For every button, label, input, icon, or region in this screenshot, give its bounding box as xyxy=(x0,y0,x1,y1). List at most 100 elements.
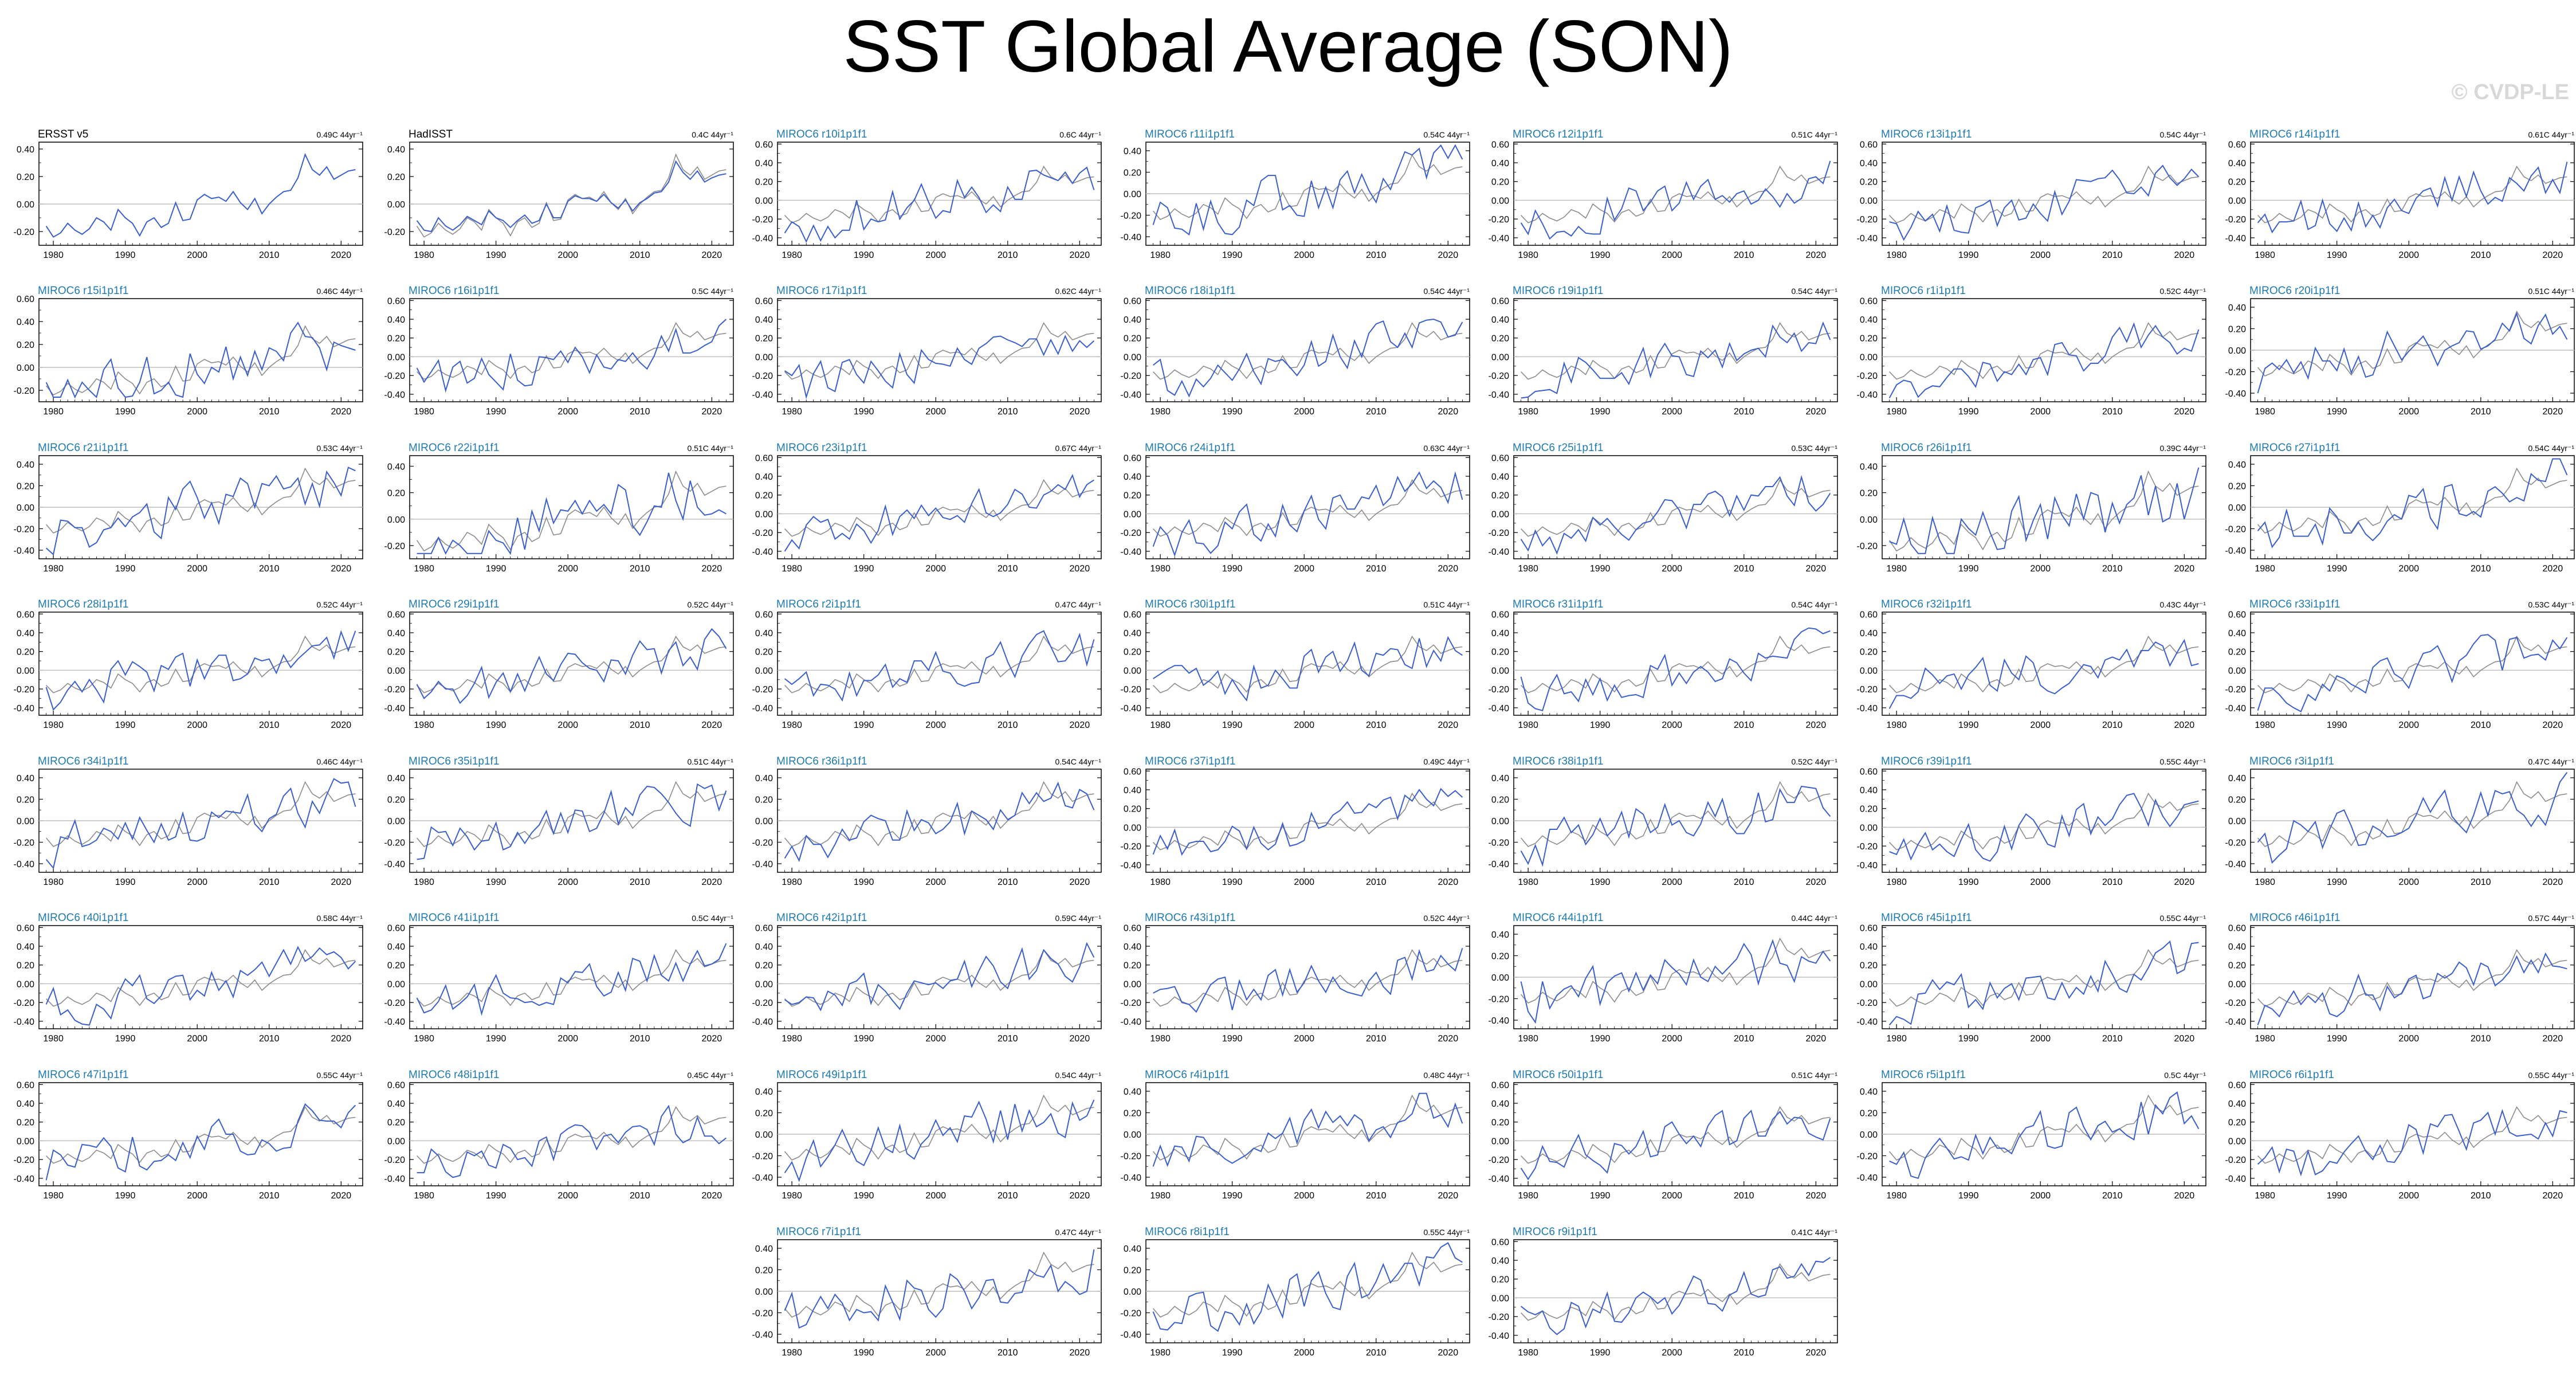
panel-trend-label: 0.51C 44yr⁻¹ xyxy=(1791,130,1837,139)
x-tick-label: 2000 xyxy=(187,1034,207,1044)
y-tick-label: -0.20 xyxy=(14,525,35,535)
y-tick-label: 0.40 xyxy=(1860,629,1878,638)
panel-miroc6-r25i1p1f1: MIROC6 r25i1p1f1 0.53C 44yr⁻¹ -0.40 -0.20 0.… xyxy=(1489,442,1838,574)
x-tick-label: 2010 xyxy=(2471,564,2491,574)
panel-miroc6-r3i1p1f1: MIROC6 r3i1p1f1 0.47C 44yr⁻¹ -0.40 -0.20 0.0… xyxy=(2225,755,2575,887)
panel-miroc6-r6i1p1f1: MIROC6 r6i1p1f1 0.55C 44yr⁻¹ -0.40 -0.20 0.0… xyxy=(2225,1069,2575,1201)
panel-title: HadISST xyxy=(409,128,453,140)
panel-trend-label: 0.47C 44yr⁻¹ xyxy=(1055,1228,1101,1237)
y-tick-label: -0.40 xyxy=(1489,234,1510,244)
y-tick-label: 0.40 xyxy=(1124,472,1141,482)
x-tick-label: 1990 xyxy=(1590,407,1611,417)
panel-miroc6-r8i1p1f1: MIROC6 r8i1p1f1 0.55C 44yr⁻¹ -0.40 -0.20 0.0… xyxy=(1121,1226,1470,1358)
x-tick-label: 2000 xyxy=(1662,407,1682,417)
x-tick-label: 1980 xyxy=(782,250,802,260)
panel-title: MIROC6 r17i1p1f1 xyxy=(776,285,867,297)
x-tick-label: 2010 xyxy=(2471,877,2491,887)
plot-frame xyxy=(1145,769,1470,873)
y-tick-label: -0.40 xyxy=(1121,861,1142,871)
plot-frame xyxy=(1513,455,1838,559)
x-tick-label: 2000 xyxy=(1294,1191,1314,1201)
plot-frame xyxy=(1882,769,2206,873)
panel-trend-label: 0.52C 44yr⁻¹ xyxy=(316,600,363,609)
plot-frame xyxy=(1513,298,1838,402)
panel-miroc6-r17i1p1f1: MIROC6 r17i1p1f1 0.62C 44yr⁻¹ -0.40 -0.20 0.… xyxy=(752,285,1102,417)
x-tick-label: 2010 xyxy=(259,1191,280,1201)
plot-frame xyxy=(1882,612,2206,716)
x-tick-label: 2010 xyxy=(2102,564,2123,574)
y-tick-label: 0.20 xyxy=(1860,648,1878,657)
plot-frame xyxy=(777,612,1102,716)
obs-series-line xyxy=(2257,949,2567,1007)
y-tick-label: -0.40 xyxy=(384,1017,406,1027)
x-tick-label: 1980 xyxy=(43,250,64,260)
y-tick-label: -0.20 xyxy=(1489,685,1510,695)
y-tick-label: 0.40 xyxy=(387,145,405,155)
panel-title: MIROC6 r26i1p1f1 xyxy=(1881,442,1972,454)
x-tick-label: 2010 xyxy=(1366,1034,1387,1044)
panel-miroc6-r42i1p1f1: MIROC6 r42i1p1f1 0.59C 44yr⁻¹ -0.40 -0.20 0.… xyxy=(752,912,1102,1044)
x-tick-label: 2010 xyxy=(1734,250,1754,260)
x-tick-label: 2010 xyxy=(630,564,650,574)
x-tick-label: 1980 xyxy=(1150,564,1171,574)
y-tick-label: 0.40 xyxy=(1124,315,1141,325)
x-tick-label: 2000 xyxy=(2030,720,2051,730)
x-tick-label: 1980 xyxy=(1518,877,1538,887)
panel-trend-label: 0.67C 44yr⁻¹ xyxy=(1055,444,1101,453)
x-tick-label: 2000 xyxy=(925,877,946,887)
y-tick-label: 0.40 xyxy=(1124,629,1141,638)
series-line xyxy=(1888,638,2199,709)
x-tick-label: 2010 xyxy=(2471,250,2491,260)
x-tick-label: 1990 xyxy=(854,407,874,417)
y-tick-label: 0.00 xyxy=(1124,823,1141,833)
y-tick-label: 0.40 xyxy=(1860,462,1878,472)
series-line xyxy=(1520,939,1831,1024)
x-tick-label: 2000 xyxy=(2398,1191,2419,1201)
plot-frame xyxy=(2250,612,2575,716)
plot-frame xyxy=(1145,925,1470,1029)
x-tick-label: 2020 xyxy=(2174,1191,2195,1201)
x-tick-label: 1980 xyxy=(1518,1348,1538,1358)
plot-frame xyxy=(1882,455,2206,559)
y-tick-label: 0.00 xyxy=(755,979,773,989)
panel-title: MIROC6 r38i1p1f1 xyxy=(1513,755,1603,767)
x-tick-label: 1980 xyxy=(1150,1191,1171,1201)
x-tick-label: 2010 xyxy=(630,720,650,730)
panel-miroc6-r45i1p1f1: MIROC6 r45i1p1f1 0.55C 44yr⁻¹ -0.40 -0.20 0.… xyxy=(1857,912,2206,1044)
x-tick-label: 2010 xyxy=(998,1348,1018,1358)
y-tick-label: -0.20 xyxy=(2225,685,2247,695)
y-tick-label: 0.60 xyxy=(387,1080,405,1090)
y-tick-label: -0.20 xyxy=(14,685,35,695)
y-tick-label: 0.40 xyxy=(387,462,405,472)
panel-miroc6-r9i1p1f1: MIROC6 r9i1p1f1 0.41C 44yr⁻¹ -0.40 -0.20 0.0… xyxy=(1489,1226,1838,1358)
y-tick-label: 0.20 xyxy=(2228,482,2246,492)
y-tick-label: -0.40 xyxy=(1857,1017,1878,1027)
x-tick-label: 2010 xyxy=(1366,877,1387,887)
y-tick-label: -0.40 xyxy=(752,234,773,244)
y-tick-label: -0.20 xyxy=(1857,842,1878,852)
y-tick-label: 0.00 xyxy=(1124,510,1141,519)
obs-series-line xyxy=(416,153,727,238)
obs-series-line xyxy=(1521,165,1831,224)
y-tick-label: -0.20 xyxy=(384,371,406,381)
x-tick-label: 1980 xyxy=(43,1191,64,1201)
y-tick-label: 0.40 xyxy=(387,629,405,638)
x-tick-label: 1990 xyxy=(486,407,506,417)
obs-series-line xyxy=(417,322,727,380)
panel-trend-label: 0.51C 44yr⁻¹ xyxy=(2528,287,2574,296)
y-tick-label: 0.20 xyxy=(1491,1118,1509,1128)
x-tick-label: 1980 xyxy=(1518,407,1538,417)
x-tick-label: 1990 xyxy=(486,720,506,730)
x-tick-label: 1990 xyxy=(486,877,506,887)
x-tick-label: 2020 xyxy=(331,720,352,730)
y-tick-label: -0.20 xyxy=(1857,685,1878,695)
y-tick-label: 0.20 xyxy=(755,178,773,187)
panel-trend-label: 0.53C 44yr⁻¹ xyxy=(316,444,363,453)
x-tick-label: 1990 xyxy=(854,1191,874,1201)
x-tick-label: 1990 xyxy=(1590,250,1611,260)
x-tick-label: 2000 xyxy=(2398,720,2419,730)
series-line xyxy=(1889,793,2199,862)
x-tick-label: 1980 xyxy=(1150,250,1171,260)
y-tick-label: -0.40 xyxy=(2225,704,2247,714)
series-line xyxy=(416,160,727,233)
